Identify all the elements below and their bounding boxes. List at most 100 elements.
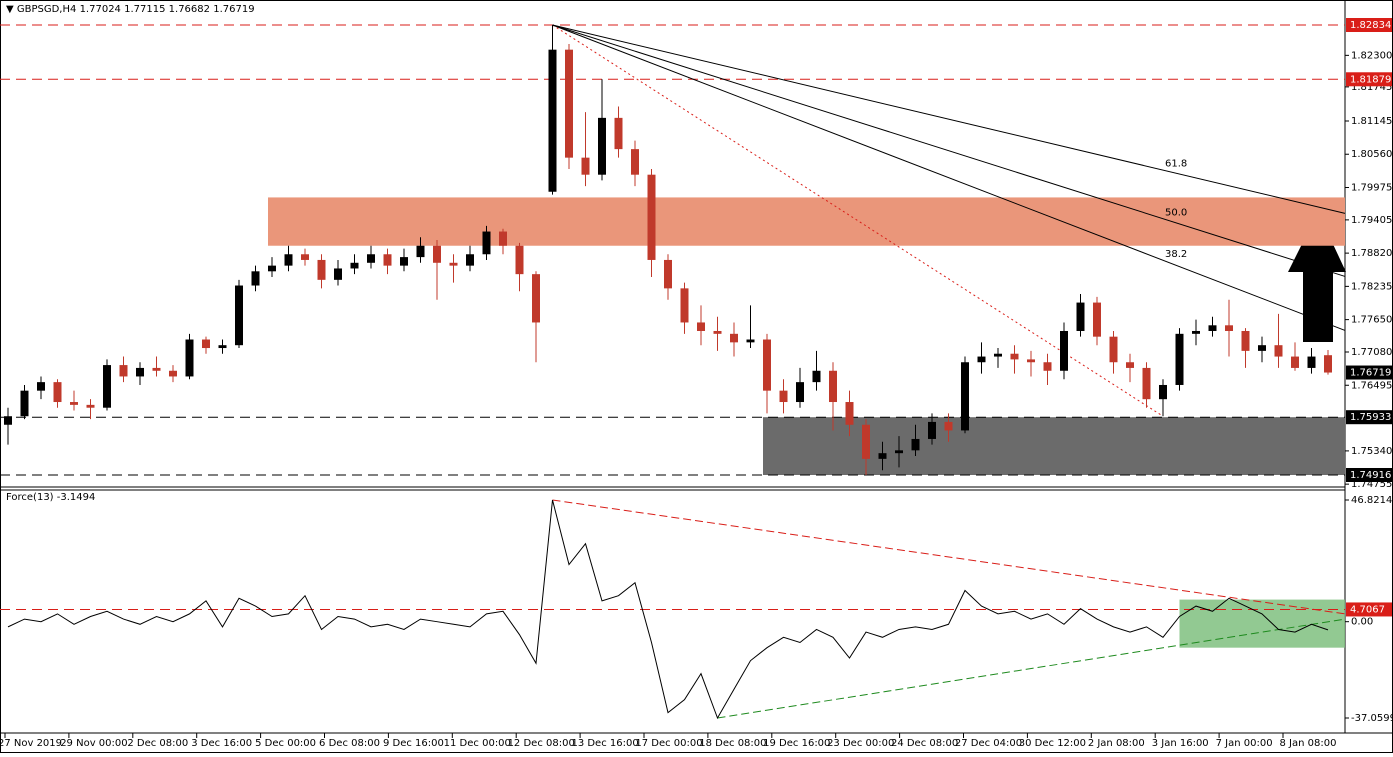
- candle-body: [482, 231, 491, 255]
- fan-label: 38.2: [1165, 249, 1187, 260]
- candle-body: [103, 365, 111, 408]
- candle-body: [944, 421, 953, 431]
- candle-body: [449, 262, 458, 266]
- candle-body: [1192, 330, 1200, 334]
- candle-body: [730, 333, 738, 343]
- fan-label: 61.8: [1165, 159, 1187, 170]
- candle-body: [70, 402, 78, 405]
- candle-body: [235, 285, 243, 346]
- candle-body: [1324, 355, 1332, 373]
- candle-body: [284, 254, 293, 266]
- price-label: 1.76719: [1350, 368, 1391, 379]
- level-label: 4.7067: [1350, 604, 1385, 615]
- candle-body: [532, 274, 540, 323]
- candle-body: [400, 257, 408, 266]
- x-tick-label: 12 Dec 08:00: [508, 738, 575, 749]
- candle-body: [1208, 325, 1217, 331]
- candle-body: [862, 424, 870, 459]
- candle-body: [928, 421, 936, 439]
- candle-body: [614, 117, 623, 150]
- candle-body: [1109, 336, 1118, 363]
- candle-body: [1258, 345, 1266, 351]
- candle-body: [845, 402, 854, 425]
- high: 1.77115: [124, 4, 165, 15]
- candle-body: [779, 390, 788, 403]
- zone: [763, 417, 1345, 475]
- indicator-value: -3.1494: [57, 492, 96, 503]
- candle-body: [713, 330, 722, 334]
- x-tick-label: 7 Jan 00:00: [1216, 738, 1273, 749]
- x-tick-label: 17 Dec 00:00: [635, 738, 702, 749]
- x-tick-label: 29 Nov 00:00: [60, 738, 127, 749]
- candle-body: [202, 339, 210, 349]
- x-tick-label: 27 Nov 2019: [0, 738, 62, 749]
- candle-body: [581, 157, 590, 175]
- candle-body: [317, 259, 326, 280]
- header: ▼ GBPSGD,H4 1.77024 1.77115 1.76682 1.76…: [6, 4, 255, 15]
- y-tick-label: 1.78235: [1351, 281, 1392, 292]
- close: 1.76719: [213, 4, 254, 15]
- signal-box: [1179, 599, 1345, 648]
- x-tick-label: 18 Dec 08:00: [699, 738, 766, 749]
- level-tag: [1346, 18, 1392, 33]
- candle-body: [268, 265, 276, 272]
- candle-body: [1060, 330, 1068, 371]
- candle-body: [911, 438, 920, 451]
- x-tick-label: 3 Dec 16:00: [191, 738, 252, 749]
- candle-body: [812, 370, 821, 383]
- symbol: GBPSGD,H4: [17, 4, 77, 15]
- y-tick-label: 1.79405: [1351, 215, 1392, 226]
- candle-body: [697, 322, 705, 331]
- candle-body: [565, 49, 573, 158]
- candle-body: [20, 390, 29, 417]
- force-line: [7, 499, 1329, 720]
- candle-body: [1175, 333, 1184, 385]
- level-label: 1.82834: [1350, 20, 1391, 31]
- y-tick-label: 1.77650: [1351, 315, 1392, 326]
- y-tick-label: 1.77080: [1351, 347, 1392, 358]
- fan-line: [552, 24, 1346, 214]
- candle-body: [895, 450, 903, 454]
- y-tick-label: 46.8214: [1351, 495, 1392, 506]
- trendline: [552, 24, 1164, 417]
- candle-body: [878, 453, 887, 459]
- candle-body: [218, 345, 227, 349]
- y-tick-label: -37.0599: [1351, 713, 1393, 724]
- candle-body: [499, 231, 507, 246]
- candle-body: [119, 365, 128, 377]
- candle-body: [961, 362, 969, 431]
- x-tick-label: 19 Dec 16:00: [763, 738, 830, 749]
- fan-line: [552, 24, 1346, 277]
- candle-body: [301, 254, 309, 260]
- candle-body: [1126, 362, 1134, 368]
- candle-body: [598, 117, 606, 175]
- candle-body: [1076, 302, 1085, 331]
- y-tick-label: 1.76495: [1351, 380, 1392, 391]
- candle-body: [152, 367, 161, 371]
- y-tick-label: 1.78820: [1351, 248, 1392, 259]
- candle-body: [548, 49, 557, 192]
- x-tick-label: 11 Dec 00:00: [444, 738, 511, 749]
- candle-body: [1241, 330, 1250, 351]
- candle-body: [1142, 367, 1151, 400]
- candle-body: [977, 356, 986, 363]
- candle-body: [334, 268, 342, 280]
- candle-body: [136, 367, 144, 377]
- y-tick-label: 1.79975: [1351, 182, 1392, 193]
- trendline: [552, 499, 1346, 615]
- candle-body: [796, 382, 804, 403]
- candle-body: [86, 404, 95, 408]
- x-tick-label: 9 Dec 16:00: [383, 738, 444, 749]
- candle-body: [37, 382, 45, 391]
- candle-body: [994, 353, 1002, 357]
- candle-body: [466, 254, 474, 266]
- x-tick-label: 24 Dec 08:00: [891, 738, 958, 749]
- x-tick-label: 30 Dec 12:00: [1019, 738, 1086, 749]
- fan-line: [552, 24, 1346, 331]
- open: 1.77024: [80, 4, 121, 15]
- low: 1.76682: [169, 4, 210, 15]
- level-label: 1.81879: [1350, 74, 1391, 85]
- candle-body: [515, 245, 524, 275]
